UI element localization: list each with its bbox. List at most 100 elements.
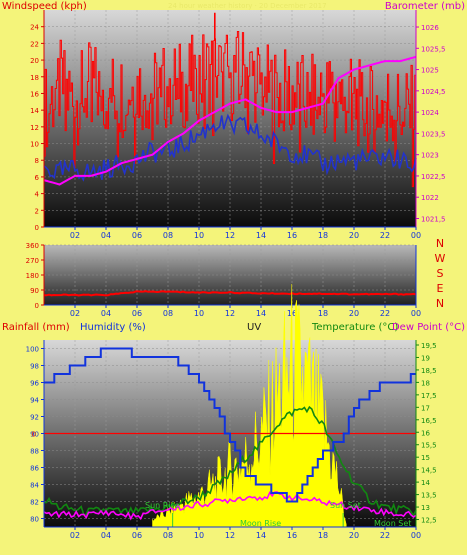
direction-label-north: N: [436, 237, 444, 250]
x-tick-label: 08: [163, 231, 173, 240]
y-tick-label-right: 19,5: [421, 342, 437, 350]
x-tick-label: 02: [70, 309, 80, 318]
y-tick-label-right: 1025,5: [421, 45, 446, 53]
x-tick-label: 04: [101, 309, 111, 318]
series-wind-direction: [43, 290, 417, 297]
y-tick-label-right: 13: [421, 504, 430, 512]
y-tick-label-right: 16,5: [421, 417, 437, 425]
y-tick-label-right: 1022,5: [421, 173, 446, 181]
wind-barometer-panel: 02 04 06 08 10 12 14 16 18 20 22 000246810121416182…: [30, 10, 446, 240]
x-tick-label: 06: [132, 231, 142, 240]
x-tick-label: 00: [411, 231, 421, 240]
series-humidity: [44, 347, 416, 503]
direction-label-south: S: [437, 267, 444, 280]
y-tick-label-right: 1021,5: [421, 215, 446, 223]
x-tick-label: 22: [380, 531, 390, 540]
y-tick-label-right: 1023: [421, 152, 439, 160]
x-tick-label: 22: [380, 309, 390, 318]
moon-set-label: Moon Set: [374, 519, 411, 528]
series-barometer: [43, 55, 417, 186]
x-tick-label: 16: [287, 531, 297, 540]
y-tick-label-left: 90: [30, 431, 39, 439]
y-tick-label-right: 1026: [421, 24, 439, 32]
x-tick-label: 08: [163, 309, 173, 318]
y-tick-label-left: 6: [35, 174, 40, 182]
y-tick-label-left: 8: [35, 157, 39, 165]
chart-faint-title: 24 hour weather history · 20 December 20…: [168, 2, 327, 10]
y-tick-label-left: 270: [26, 257, 39, 265]
y-tick-label-right: 12,5: [421, 517, 437, 525]
y-tick-label-left: 16: [30, 90, 39, 98]
x-tick-label: 20: [349, 309, 359, 318]
y-tick-label-right: 14: [421, 479, 430, 487]
uv-label: UV: [247, 322, 261, 333]
y-tick-label-left: 84: [30, 482, 39, 490]
wind-direction-panel: 020406081012141618202200090180270360: [26, 242, 421, 318]
y-tick-label-left: 180: [26, 272, 39, 280]
x-tick-label: 10: [194, 231, 204, 240]
y-tick-label-left: 0: [35, 224, 39, 232]
windspeed-axis-label: Windspeed (kph): [2, 1, 87, 12]
y-tick-label-left: 88: [30, 448, 39, 456]
y-tick-label-left: 2: [35, 207, 39, 215]
y-tick-label-left: 100: [26, 346, 39, 354]
y-tick-label-left: 92: [30, 414, 39, 422]
temperature-axis-label: Temperature (°C): [311, 322, 398, 333]
x-tick-label: 12: [225, 531, 235, 540]
y-tick-label-left: 18: [30, 74, 39, 82]
series-uv: [152, 284, 347, 528]
y-tick-label-left: 12: [30, 124, 39, 132]
y-tick-label-right: 19: [421, 354, 430, 362]
x-tick-label: 18: [318, 231, 328, 240]
x-tick-label: 02: [70, 531, 80, 540]
y-tick-label-left: 24: [30, 24, 39, 32]
y-tick-label-right: 17: [421, 404, 430, 412]
direction-label-east: E: [437, 282, 444, 295]
y-tick-label-right: 18,5: [421, 367, 437, 375]
y-tick-label-left: 4: [35, 191, 40, 199]
moon-rise-label: Moon Rise: [240, 519, 281, 528]
x-tick-label: 06: [132, 531, 142, 540]
x-tick-label: 14: [256, 531, 266, 540]
x-tick-label: 04: [101, 531, 111, 540]
x-tick-label: 00: [411, 531, 421, 540]
y-tick-label-left: 20: [30, 57, 39, 65]
y-tick-label-left: 0: [35, 302, 39, 310]
series-dewpoint: [43, 491, 417, 521]
y-tick-label-right: 15: [421, 454, 430, 462]
y-tick-label-left: 22: [30, 40, 39, 48]
y-tick-label-left: 10: [30, 141, 39, 149]
y-tick-label-right: 13,5: [421, 492, 437, 500]
sun-set-label: Sun Set: [330, 501, 361, 510]
y-tick-label-right: 15,5: [421, 442, 437, 450]
x-tick-label: 12: [225, 309, 235, 318]
x-tick-label: 10: [194, 309, 204, 318]
humidity-temperature-panel: 02 04 06 08 10 12 14 16 18 20 22 008082848688909294…: [26, 284, 437, 540]
x-tick-label: 02: [70, 231, 80, 240]
y-tick-label-right: 16: [421, 429, 430, 437]
y-tick-label-left: 98: [30, 363, 39, 371]
y-tick-label-left: 96: [30, 380, 39, 388]
x-tick-label: 06: [132, 309, 142, 318]
y-tick-label-left: 86: [30, 465, 39, 473]
x-tick-label: 08: [163, 531, 173, 540]
series-windspeed: [44, 12, 417, 188]
x-tick-label: 20: [349, 531, 359, 540]
rainfall-axis-label: Rainfall (mm): [2, 322, 70, 333]
y-tick-label-left: 94: [30, 397, 39, 405]
y-tick-label-left: 80: [30, 516, 39, 524]
x-tick-label: 18: [318, 531, 328, 540]
x-tick-label: 14: [256, 309, 266, 318]
x-tick-label: 10: [194, 531, 204, 540]
x-tick-label: 12: [225, 231, 235, 240]
direction-label-north-2: N: [436, 297, 444, 310]
sun-rise-label: Sun Rise: [145, 501, 180, 510]
x-tick-label: 14: [256, 231, 266, 240]
x-tick-label: 16: [287, 231, 297, 240]
y-tick-label-left: 90: [30, 287, 39, 295]
x-tick-label: 22: [380, 231, 390, 240]
y-tick-label-right: 18: [421, 379, 430, 387]
x-tick-label: 20: [349, 231, 359, 240]
y-tick-label-right: 1023,5: [421, 130, 446, 138]
